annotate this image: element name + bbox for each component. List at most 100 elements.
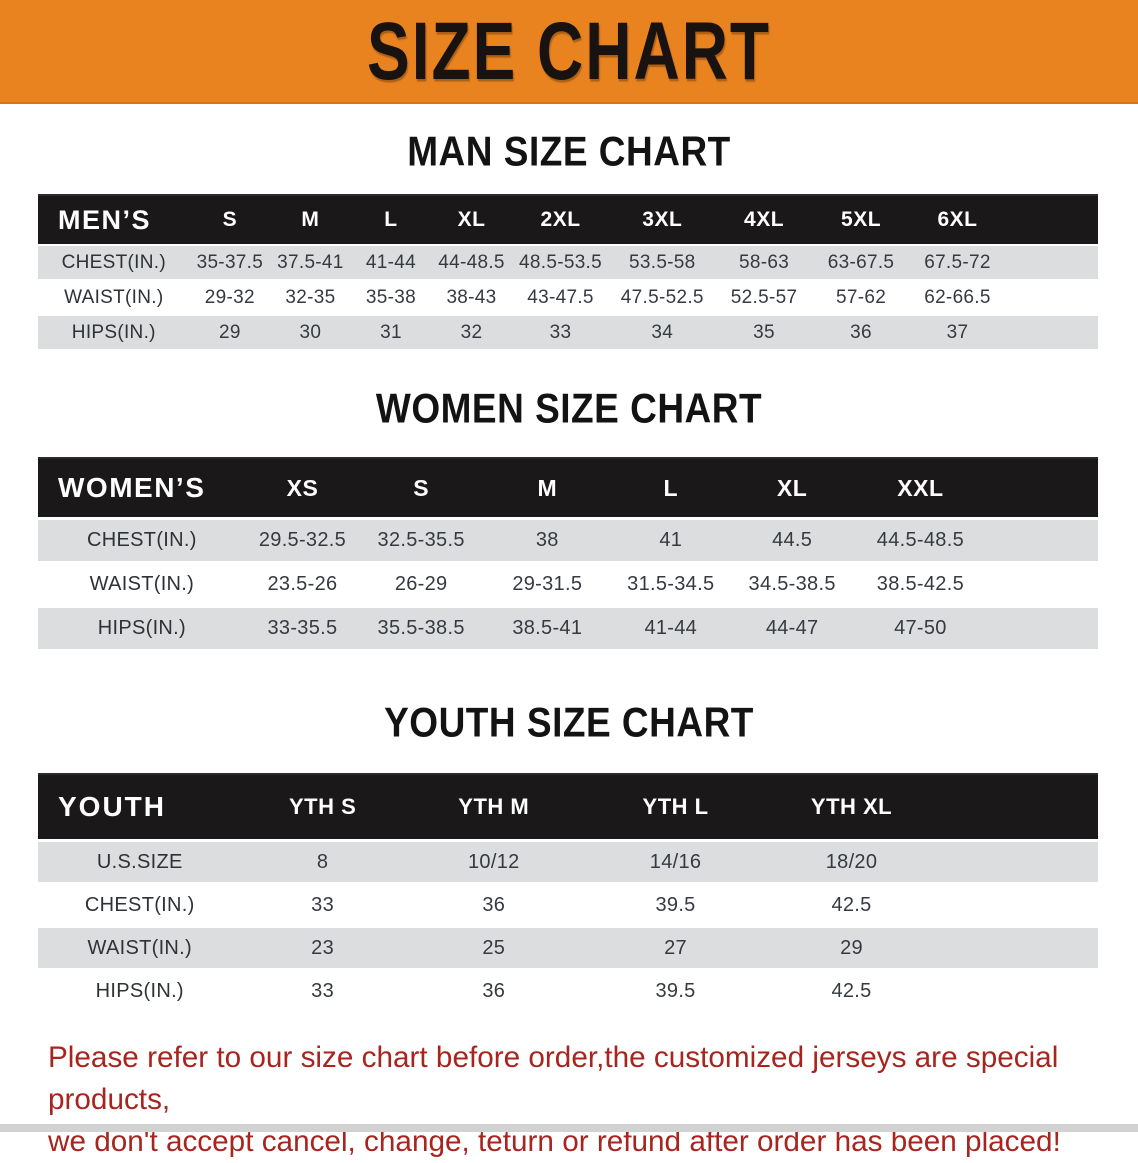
table-corner-label: MEN’S	[58, 204, 152, 235]
value-cell: 29	[840, 936, 863, 959]
value-cell: 36	[850, 321, 872, 343]
men-size-table: MEN’S S M L XL 2XL 3XL 4XL 5XL 6XL CHEST(IN.) 35-37…	[38, 194, 1098, 349]
value-cell: 32	[460, 321, 483, 343]
value-cell: 62-66.5	[924, 286, 991, 308]
size-header-cell: XL	[776, 474, 808, 501]
value-cell: 35-37.5	[196, 251, 264, 273]
value-cell: 36	[482, 979, 506, 1002]
women-size-table: WOMEN’S XS S M L XL XXL CHEST(IN.) 29.5-32.5 32.5…	[38, 457, 1098, 649]
row-label-cell: CHEST(IN.)	[61, 251, 166, 273]
row-label-cell: WAIST(IN.)	[89, 573, 195, 595]
value-cell: 38.5-42.5	[876, 573, 965, 595]
size-header-cell: L	[384, 208, 398, 231]
table-row: WAIST(IN.) 23.5-26 26-29 29-31.5 31.5-34.5 34…	[38, 564, 1098, 605]
women-section-title: WOMEN SIZE CHART	[375, 385, 763, 432]
value-cell: 41-44	[365, 251, 416, 273]
size-header-cell: YTH L	[642, 794, 709, 819]
value-cell: 33-35.5	[267, 617, 338, 639]
value-cell: 38.5-41	[512, 617, 583, 639]
value-cell: 29	[218, 321, 241, 343]
size-header-cell: YTH S	[288, 794, 357, 819]
value-cell: 39.5	[655, 979, 696, 1002]
value-cell: 35.5-38.5	[377, 617, 465, 639]
row-label-cell: WAIST(IN.)	[64, 286, 164, 308]
value-cell: 31.5-34.5	[627, 573, 715, 595]
size-header-cell: 5XL	[841, 208, 882, 231]
disclaimer-text: Please refer to our size chart before or…	[48, 1037, 1107, 1163]
value-cell: 35	[753, 321, 775, 343]
table-row: U.S.SIZE 8 10/12 14/16 18/20	[38, 842, 1098, 882]
row-label-cell: HIPS(IN.)	[71, 321, 156, 343]
youth-section-title: YOUTH SIZE CHART	[384, 699, 754, 746]
bottom-edge-bar	[0, 1124, 1138, 1132]
table-row: HIPS(IN.) 33-35.5 35.5-38.5 38.5-41 41-44 44-…	[38, 608, 1098, 649]
row-label-cell: U.S.SIZE	[96, 850, 183, 873]
table-row: HIPS(IN.) 29 30 31 32 33 34 35 36 37	[38, 316, 1098, 349]
table-row: HIPS(IN.) 33 36 39.5 42.5	[38, 971, 1098, 1011]
value-cell: 57-62	[835, 286, 887, 308]
section-youth: YOUTH SIZE CHART YOUTH YTH S YTH M YTH L YTH…	[0, 699, 1138, 1011]
table-row: CHEST(IN.) 33 36 39.5 42.5	[38, 885, 1098, 925]
value-cell: 34.5-38.5	[748, 573, 836, 595]
section-women: WOMEN SIZE CHART WOMEN’S XS S M L XL XXL CHEST(…	[0, 385, 1138, 649]
value-cell: 29-32	[204, 286, 255, 308]
page-title: SIZE CHART	[367, 4, 771, 98]
value-cell: 36	[482, 893, 506, 916]
value-cell: 38-43	[446, 286, 497, 308]
value-cell: 34	[651, 321, 674, 343]
value-cell: 41-44	[644, 617, 698, 639]
youth-size-table: YOUTH YTH S YTH M YTH L YTH XL U.S.SIZE 8 10/12…	[38, 773, 1098, 1011]
value-cell: 14/16	[649, 850, 702, 873]
size-header-cell: XL	[457, 208, 486, 231]
value-cell: 44.5	[772, 529, 813, 551]
value-cell: 30	[299, 321, 322, 343]
size-header-cell: M	[537, 474, 558, 501]
value-cell: 35-38	[365, 286, 416, 308]
size-header-cell: S	[222, 208, 238, 231]
table-row: WAIST(IN.) 23 25 27 29	[38, 928, 1098, 968]
size-header-cell: 3XL	[642, 208, 683, 231]
value-cell: 32.5-35.5	[377, 529, 465, 551]
table-header-row: MEN’S S M L XL 2XL 3XL 4XL 5XL 6XL	[38, 194, 1098, 244]
table-row: CHEST(IN.) 35-37.5 37.5-41 41-44 44-48.5 48.5…	[38, 246, 1098, 279]
size-header-cell: M	[301, 208, 320, 231]
size-header-cell: 4XL	[744, 208, 785, 231]
size-header-cell: L	[663, 474, 679, 501]
value-cell: 29-31.5	[512, 573, 583, 595]
value-cell: 53.5-58	[629, 251, 696, 273]
value-cell: 47-50	[894, 617, 947, 639]
value-cell: 43-47.5	[527, 286, 594, 308]
value-cell: 32-35	[285, 286, 336, 308]
value-cell: 44.5-48.5	[876, 529, 965, 551]
row-label-cell: HIPS(IN.)	[95, 979, 184, 1002]
value-cell: 31	[380, 321, 402, 343]
value-cell: 42.5	[831, 979, 872, 1002]
table-row: CHEST(IN.) 29.5-32.5 32.5-35.5 38 41 44.5 44.5…	[38, 520, 1098, 561]
table-header-row: YOUTH YTH S YTH M YTH L YTH XL	[38, 773, 1098, 839]
table-row: WAIST(IN.) 29-32 32-35 35-38 38-43 43-47.5 47.…	[38, 281, 1098, 314]
value-cell: 33	[311, 893, 335, 916]
value-cell: 27	[664, 936, 687, 959]
value-cell: 58-63	[738, 251, 790, 273]
value-cell: 29.5-32.5	[258, 529, 347, 551]
row-label-cell: HIPS(IN.)	[97, 617, 186, 639]
value-cell: 39.5	[655, 893, 696, 916]
value-cell: 33	[549, 321, 572, 343]
row-label-cell: CHEST(IN.)	[87, 529, 197, 551]
size-header-cell: XXL	[897, 474, 944, 501]
table-corner-label: YOUTH	[58, 791, 166, 822]
size-header-cell: XS	[286, 474, 319, 501]
size-header-cell: 2XL	[540, 208, 581, 231]
value-cell: 63-67.5	[827, 251, 895, 273]
value-cell: 23	[311, 936, 335, 959]
value-cell: 37	[946, 321, 969, 343]
value-cell: 44-47	[765, 617, 819, 639]
value-cell: 47.5-52.5	[620, 286, 704, 308]
disclaimer-line-1: Please refer to our size chart before or…	[48, 1041, 1059, 1116]
value-cell: 23.5-26	[267, 573, 338, 595]
value-cell: 67.5-72	[924, 251, 991, 273]
value-cell: 42.5	[831, 893, 872, 916]
size-header-cell: YTH XL	[810, 794, 893, 819]
value-cell: 44-48.5	[438, 251, 505, 273]
value-cell: 41	[659, 529, 683, 551]
